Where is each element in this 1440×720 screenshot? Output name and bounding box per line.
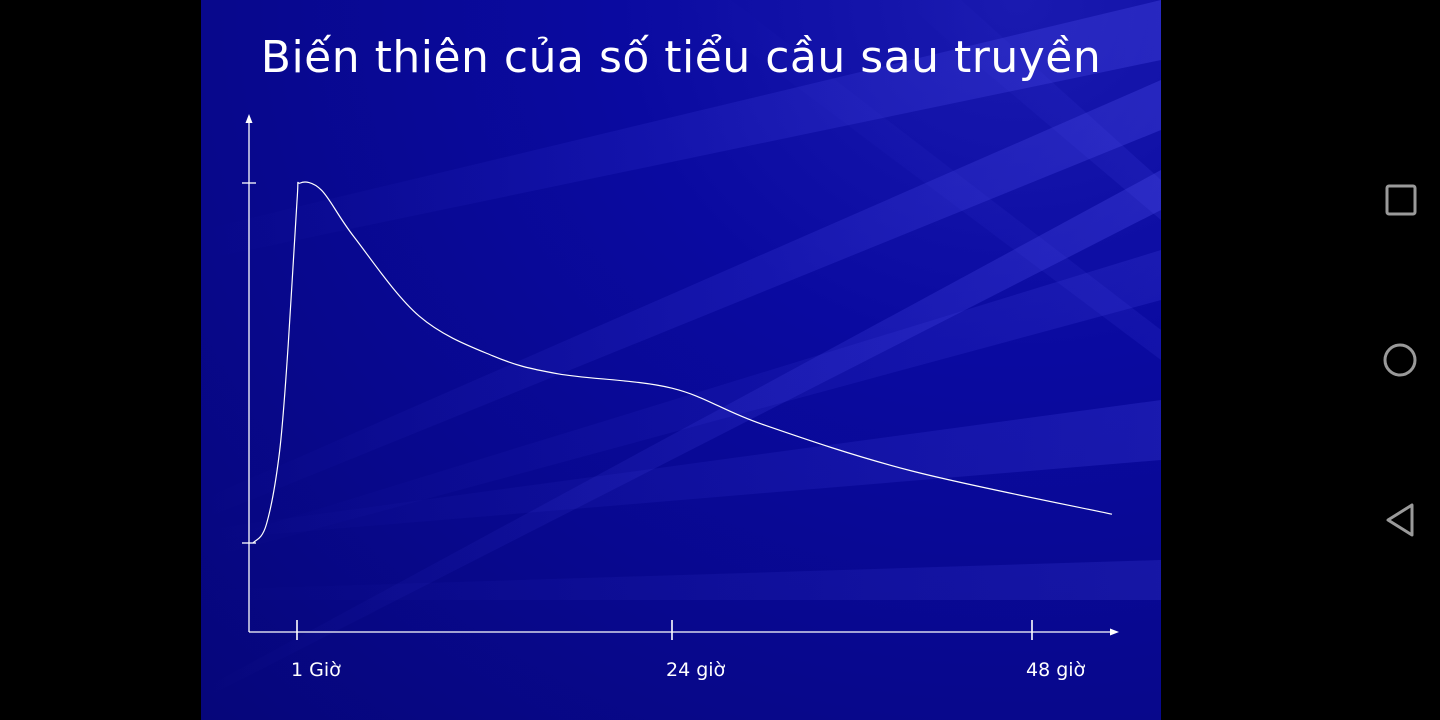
square-icon: [1385, 184, 1417, 216]
home-button[interactable]: [1378, 338, 1422, 382]
slide-title: Biến thiên của số tiểu cầu sau truyền: [260, 32, 1102, 83]
circle-icon: [1383, 343, 1417, 377]
x-tick-label: 1 Giờ: [291, 659, 341, 681]
chart-marks: [252, 181, 1113, 544]
platelet-series-line: [252, 181, 1113, 544]
slide-background-rays: [201, 0, 1161, 700]
platelet-line-chart: 1 Giờ 24 giờ 48 giờ: [242, 114, 1119, 681]
android-navigation-bar: [1362, 0, 1440, 720]
x-tick-label: 48 giờ: [1026, 659, 1086, 681]
chart-axes: 1 Giờ 24 giờ 48 giờ: [242, 114, 1119, 681]
y-axis-arrow: [245, 114, 253, 123]
x-tick-label: 24 giờ: [666, 659, 726, 681]
triangle-back-icon: [1386, 503, 1414, 537]
back-button[interactable]: [1378, 498, 1422, 542]
recents-button[interactable]: [1378, 178, 1422, 222]
x-axis-arrow: [1110, 628, 1119, 636]
presentation-slide: Biến thiên của số tiểu cầu sau truyền 1 …: [201, 0, 1161, 720]
